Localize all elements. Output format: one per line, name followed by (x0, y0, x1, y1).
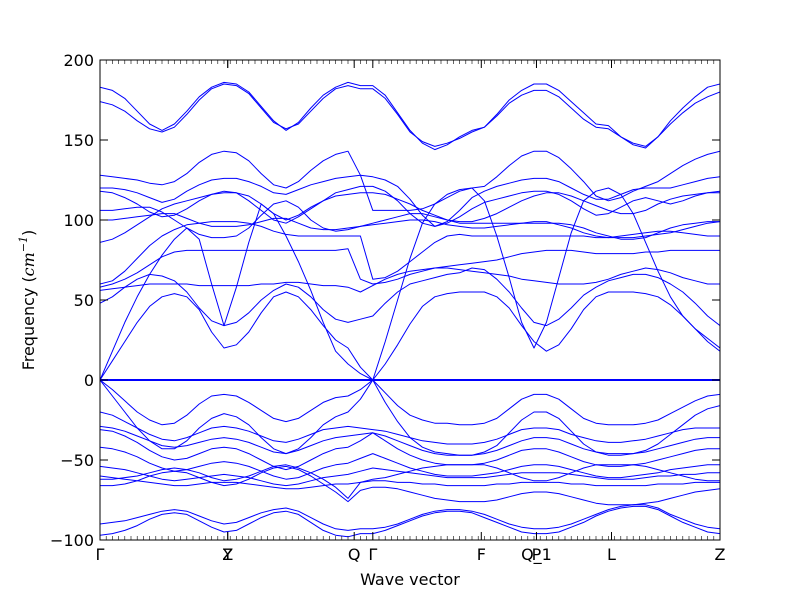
band-line-1 (100, 83, 720, 147)
x-tick-label-8: L (607, 545, 616, 564)
band-line-7 (100, 213, 720, 239)
band-line-23 (100, 475, 720, 490)
band-line-16 (100, 379, 720, 426)
band-line-19 (100, 425, 720, 456)
y-tick-label-4: 0 (84, 371, 94, 390)
plot-frame (99, 59, 721, 541)
x-tick-label-3: Q (348, 545, 361, 564)
y-axis-label-prefix: Frequency ( (19, 276, 38, 370)
band-line-14 (100, 187, 720, 381)
y-axis-label-suffix: ) (19, 230, 38, 236)
y-axis-label-unit: cm (19, 252, 38, 276)
y-axis-label: Frequency (cm−1) (17, 230, 38, 371)
y-tick-label-5: −50 (60, 451, 94, 470)
band-line-22 (100, 465, 720, 487)
y-tick-label-0: 200 (63, 51, 94, 70)
minor-ticks (99, 60, 721, 540)
x-tick-label-0: Γ (96, 545, 105, 564)
x-tick-label-2: Z (222, 545, 233, 564)
band-line-8 (100, 192, 720, 243)
x-tick-label-1: Y (222, 545, 233, 564)
band-line-26 (100, 504, 720, 531)
y-tick-label-1: 150 (63, 131, 94, 150)
x-tick-label-7: Q_1 (521, 545, 552, 565)
band-line-27 (100, 505, 720, 538)
x-axis-label: Wave vector (360, 570, 460, 589)
band-line-2 (100, 81, 720, 151)
band-line-20 (100, 429, 720, 471)
band-line-10 (100, 248, 720, 288)
y-axis-label-exponent: −1 (17, 236, 30, 252)
band-line-24 (100, 464, 720, 499)
series-layer (100, 81, 720, 538)
band-line-13 (100, 291, 720, 381)
band-line-6 (100, 200, 720, 240)
band-line-11 (100, 267, 720, 293)
y-tick-label-2: 100 (63, 211, 94, 230)
x-tick-label-6: P (532, 545, 542, 564)
x-tick-label-4: Γ (368, 545, 377, 564)
band-line-25 (100, 465, 720, 506)
band-line-12 (100, 267, 720, 327)
y-tick-label-6: −100 (50, 531, 94, 550)
y-tick-label-3: 50 (74, 291, 94, 310)
x-tick-label-5: F (477, 545, 486, 564)
band-line-9 (100, 221, 720, 285)
band-line-18 (100, 411, 720, 445)
band-line-21 (100, 446, 720, 480)
x-axis-ticks: Γ YZ Q Γ F PQ_1 L Z (96, 60, 726, 565)
y-axis-ticks: 200 150 100 50 0 −50 −100 (50, 51, 720, 550)
band-line-4 (100, 174, 720, 227)
x-tick-label-9: Z (715, 545, 726, 564)
band-line-3 (100, 150, 720, 211)
